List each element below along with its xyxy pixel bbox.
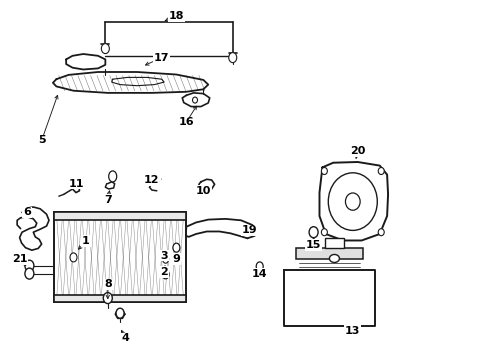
Bar [325,238,344,248]
Ellipse shape [309,227,318,238]
Text: 4: 4 [121,333,129,343]
Ellipse shape [329,255,340,262]
Ellipse shape [193,97,197,103]
Ellipse shape [321,167,327,175]
Text: 20: 20 [350,146,366,156]
Ellipse shape [70,253,77,262]
Text: 1: 1 [82,236,90,246]
Ellipse shape [101,44,109,54]
Text: 15: 15 [306,240,321,250]
Text: 8: 8 [104,279,112,289]
Polygon shape [284,270,375,326]
Text: 21: 21 [12,254,27,264]
Ellipse shape [116,308,124,318]
Text: 17: 17 [154,53,170,63]
Ellipse shape [109,171,117,182]
Text: 13: 13 [345,326,361,336]
Ellipse shape [163,255,169,263]
Text: 16: 16 [178,117,194,127]
Bar [54,212,186,302]
Ellipse shape [328,173,377,230]
Ellipse shape [25,260,34,271]
Text: 18: 18 [169,11,184,21]
Ellipse shape [256,262,263,271]
Text: 5: 5 [38,135,46,145]
Polygon shape [319,162,388,240]
Text: 19: 19 [242,225,258,235]
Text: 11: 11 [68,179,84,189]
Ellipse shape [345,193,360,210]
Ellipse shape [321,229,327,236]
Text: 12: 12 [144,175,160,185]
Ellipse shape [173,243,180,252]
Ellipse shape [25,268,34,279]
Text: 7: 7 [104,195,112,205]
Text: 6: 6 [23,207,31,217]
Ellipse shape [378,167,384,175]
Polygon shape [53,72,208,93]
Ellipse shape [162,270,169,279]
Text: 9: 9 [172,254,180,264]
Bar [54,212,186,220]
Ellipse shape [378,229,384,236]
Text: 10: 10 [196,186,211,196]
Bar [296,248,363,259]
Text: 2: 2 [160,267,168,277]
Text: 3: 3 [160,251,168,261]
Bar [54,295,186,302]
Text: 14: 14 [252,269,268,279]
Ellipse shape [103,293,112,303]
Ellipse shape [229,53,237,63]
